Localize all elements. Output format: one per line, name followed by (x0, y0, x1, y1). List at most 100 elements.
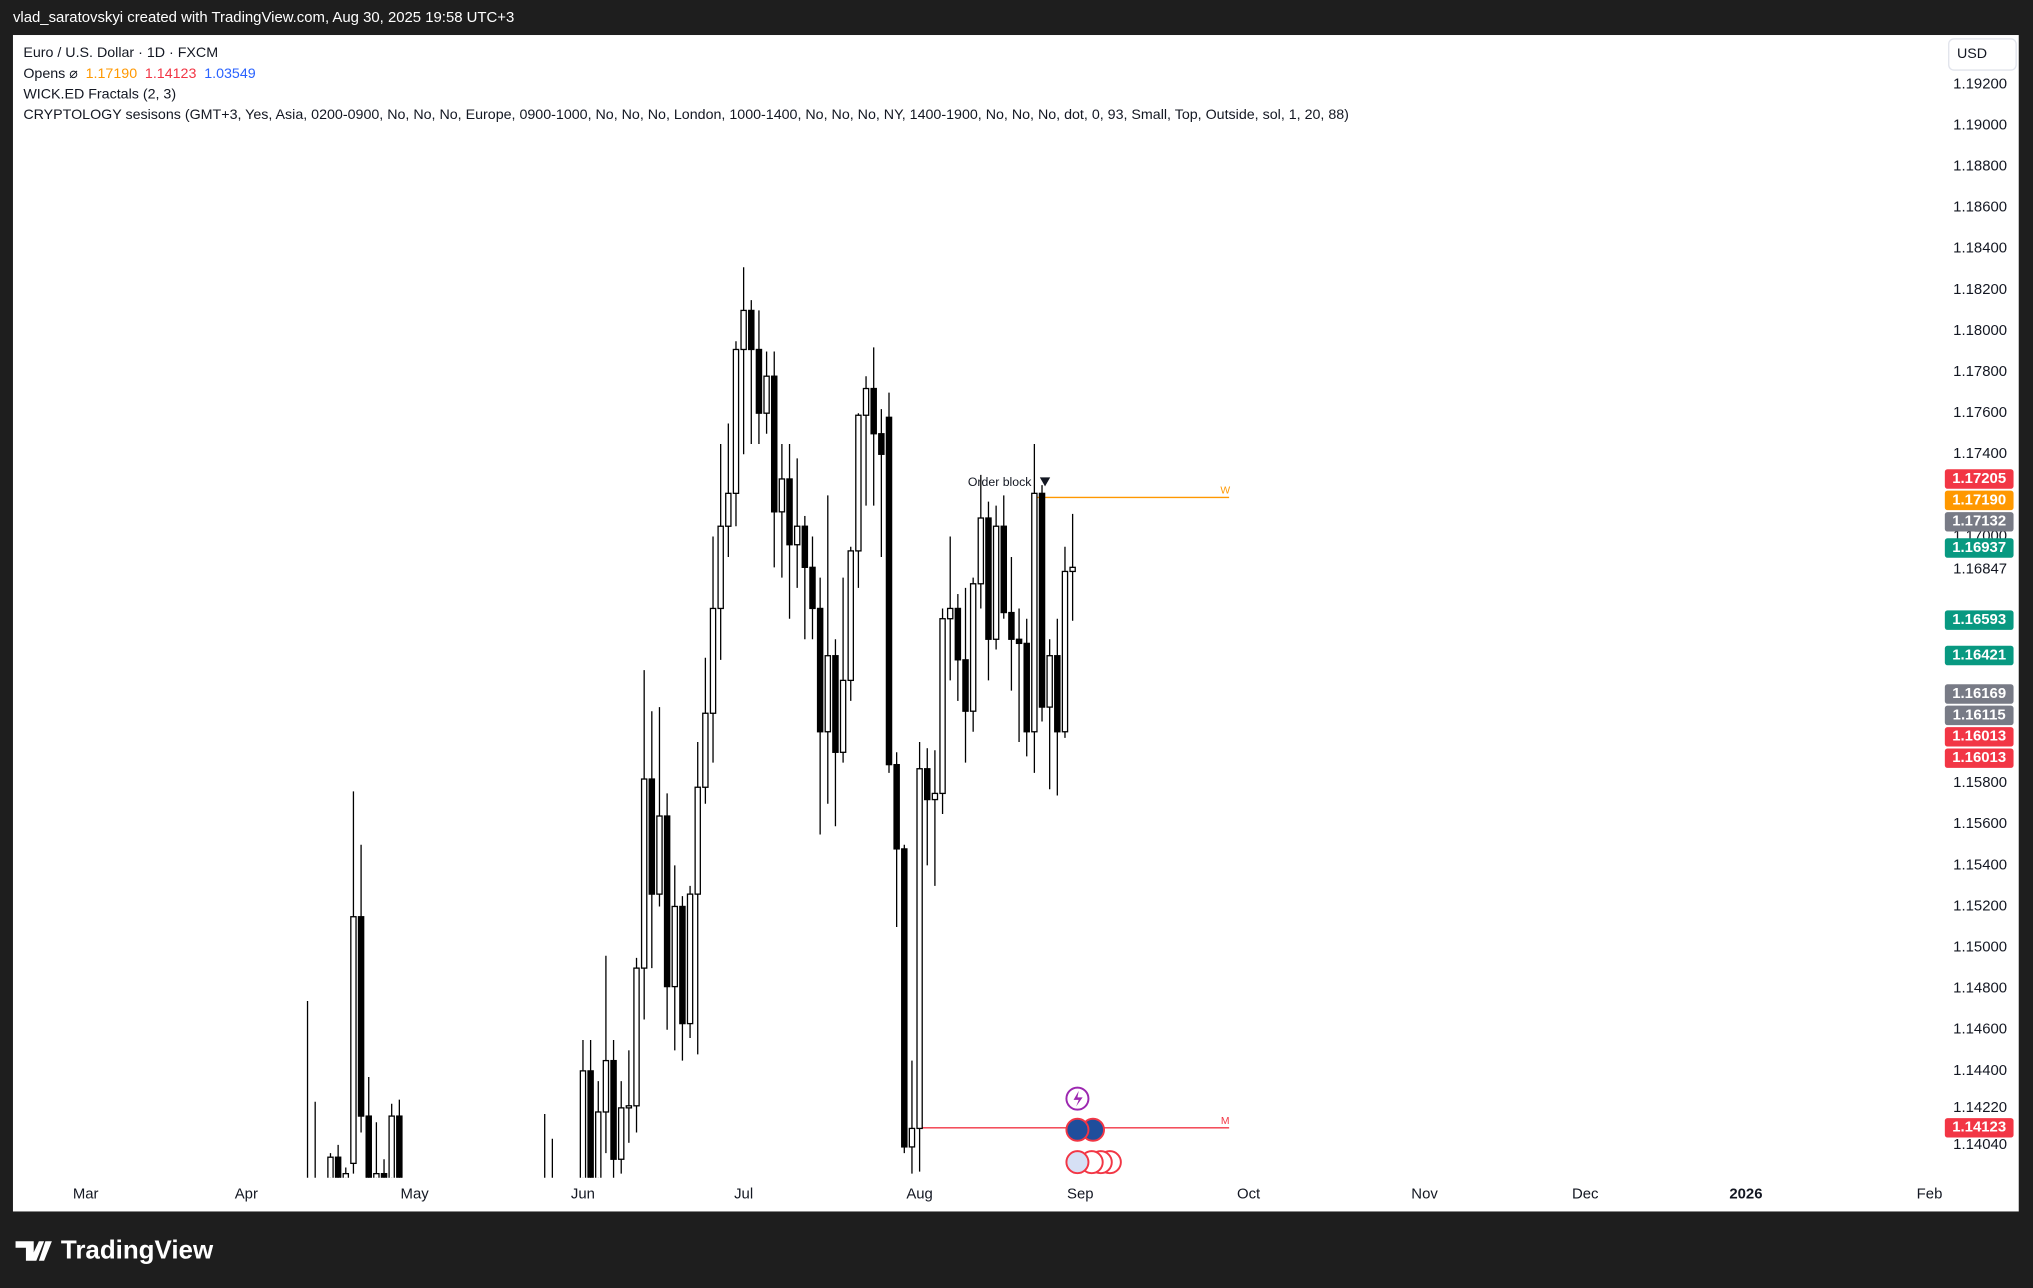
candle-body (717, 525, 724, 610)
candle-body (824, 655, 832, 733)
candle-body (778, 478, 786, 513)
chart-panel (12, 35, 2019, 1212)
candle-body (916, 768, 923, 1130)
x-tick-label: Jul (734, 1187, 753, 1203)
candle-body (1061, 570, 1069, 733)
candle-body (327, 1156, 334, 1178)
currency-button[interactable] (1948, 38, 2017, 71)
y-tick-label: 1.15600 (1953, 816, 2007, 832)
price-badge-label: 1.17205 (1952, 471, 2006, 487)
candle-body (740, 309, 747, 351)
y-tick-label: 1.18600 (1953, 200, 2007, 216)
y-tick-label: 1.14400 (1953, 1063, 2007, 1079)
x-tick-label: Apr (235, 1187, 258, 1203)
currency[interactable]: USD (1957, 46, 1987, 62)
candle-body (924, 768, 931, 801)
x-tick-label: Aug (906, 1187, 933, 1203)
candle-body (648, 778, 656, 895)
price-label: 1.16847 (1953, 561, 2007, 577)
indicator-legend: CRYPTOLOGY sesisons (GMT+3, Yes, Asia, 0… (23, 107, 1349, 123)
event-icon[interactable] (1065, 1150, 1090, 1175)
candle-body (962, 659, 969, 712)
candle-body (595, 1111, 602, 1178)
price-badge-label: 1.16013 (1952, 750, 2006, 766)
open-level-tag: M (1221, 1116, 1230, 1127)
price-badge (1944, 705, 2014, 726)
x-tick-label: Dec (1572, 1187, 1599, 1203)
price-badge-label: 1.17190 (1952, 492, 2006, 508)
candle-body (816, 607, 824, 733)
candle-body (686, 893, 694, 1025)
y-tick-label: 1.15000 (1953, 939, 2007, 955)
candle-body (770, 375, 778, 513)
candle-body (755, 348, 763, 414)
candle-body (1038, 492, 1046, 708)
x-tick-label: Jun (571, 1187, 595, 1203)
candle-body (954, 607, 962, 661)
candle-body (334, 1156, 342, 1178)
candle-body (862, 387, 870, 416)
price-badge-label: 1.14123 (1952, 1120, 2006, 1136)
candle-body (640, 778, 648, 969)
event-icon-glyph (1073, 1090, 1083, 1107)
open-level-tag: W (1220, 486, 1230, 497)
candle-body (763, 375, 770, 414)
candle-body (679, 905, 686, 1025)
event-icon[interactable] (1065, 1117, 1090, 1142)
price-badge (1944, 727, 2014, 747)
candle-body (847, 550, 854, 682)
y-tick-label: 1.18200 (1953, 282, 2007, 298)
candle-body (617, 1107, 625, 1160)
candle-body (380, 1172, 388, 1178)
opens-value: 1.14123 (145, 66, 197, 82)
candle-body (342, 1172, 350, 1178)
indicator-legend: WICK.ED Fractals (2, 3) (23, 86, 176, 102)
opens-value: 1.17190 (86, 66, 138, 82)
candle-body (579, 1070, 587, 1178)
candle-body (901, 848, 908, 1148)
candle-body (396, 1115, 403, 1178)
candle-body (1023, 642, 1030, 733)
y-tick-label: 1.17600 (1953, 405, 2007, 421)
price-axis: 1.19200 1.19000 1.18800 1.18600 1.18400 1.182… (73, 76, 2014, 1203)
candle-body (786, 478, 793, 546)
y-tick-label: 1.17800 (1953, 364, 2007, 380)
y-tick-label: 1.18400 (1953, 241, 2007, 257)
price-badge-label: 1.16013 (1952, 729, 2006, 745)
price-badge-label: 1.16593 (1952, 612, 2006, 628)
candle-body (1069, 566, 1076, 573)
candle-body (969, 583, 977, 712)
opens-legend: Opens ⌀ 1.17190 1.14123 1.03549 (23, 66, 255, 82)
candle-body (1015, 638, 1023, 645)
brand[interactable]: TradingView (61, 1237, 214, 1265)
candle-body (725, 492, 732, 527)
candle-body (671, 905, 679, 988)
y-tick-label: 1.14220 (1953, 1100, 2007, 1116)
candle-body (801, 525, 809, 568)
candle-body (931, 792, 939, 801)
brand-logo[interactable] (15, 1241, 52, 1261)
opens-value: 1.03549 (204, 66, 256, 82)
x-tick-label: Mar (73, 1187, 99, 1203)
y-tick-label: 1.18000 (1953, 323, 2007, 339)
candle-body (350, 916, 357, 1165)
candle-body (709, 607, 717, 714)
price-badge (1944, 645, 2014, 666)
candle-body (610, 1059, 617, 1160)
price-badge-label: 1.17132 (1952, 514, 2006, 530)
candle-body (839, 679, 847, 753)
price-badge-label: 1.16421 (1952, 647, 2006, 663)
price-badge (1944, 748, 2014, 768)
candle-body (977, 517, 985, 585)
y-tick-label: 1.14600 (1953, 1022, 2007, 1038)
candle-body (663, 815, 671, 988)
candle-body (602, 1059, 610, 1113)
candle-body (633, 967, 640, 1107)
candle-body (855, 414, 862, 552)
candle-body (694, 786, 701, 895)
candle-body (357, 916, 365, 1117)
price-badge (1944, 512, 2014, 532)
candle-body (908, 1127, 916, 1148)
candle-body (1046, 655, 1053, 708)
